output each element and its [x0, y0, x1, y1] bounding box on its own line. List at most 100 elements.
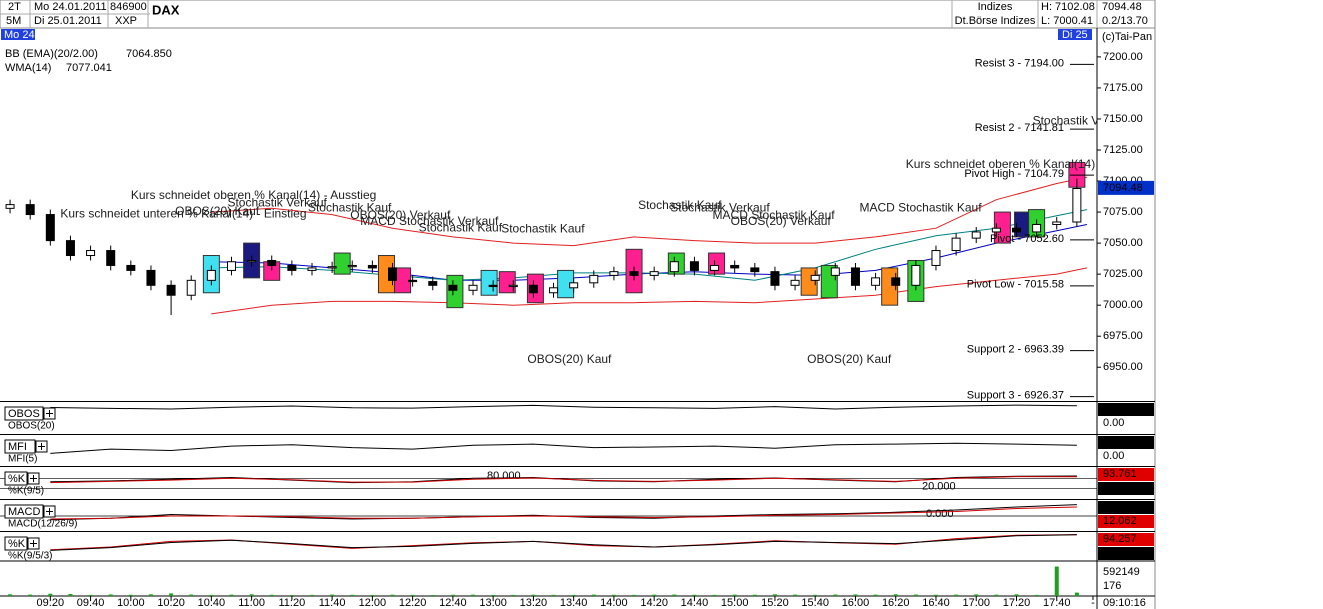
symbol: DAX [152, 2, 180, 17]
level-label: Resist 3 - 7194.00 [975, 57, 1064, 69]
volume-bar [1054, 566, 1059, 596]
candle-body [850, 267, 860, 286]
candle-body [327, 266, 337, 269]
panel-toggle-icon [30, 475, 37, 482]
annotation: Stochastik Verkauf [670, 201, 770, 215]
annotation: MACD Stochastik Kauf [713, 208, 836, 222]
volume-bar [511, 594, 516, 596]
x-tick-label: 17:00 [962, 597, 990, 609]
candle-body [206, 269, 216, 281]
panel-label: %K [8, 538, 26, 550]
signal-box [498, 271, 516, 294]
candle-body [166, 284, 176, 296]
day-label: Di 25 [1062, 29, 1088, 41]
price-tag-label: 7094.48 [1103, 182, 1143, 194]
level-label: Support 2 - 6963.39 [967, 344, 1064, 356]
day-badge [1058, 29, 1092, 40]
legend-value: 7064.850 [126, 48, 172, 60]
annotation: OBOS(20) Kauf [527, 352, 612, 366]
bollinger-band [211, 267, 1088, 315]
value-tag [1098, 450, 1154, 463]
volume-bar [752, 594, 757, 596]
value-tag-label: 94.257 [1103, 533, 1137, 545]
y-tick-label: 7150.00 [1103, 113, 1143, 125]
candle-body [790, 279, 800, 286]
x-tick-label: 14:20 [640, 597, 668, 609]
day-high: H: 7102.08 [1041, 1, 1095, 13]
x-tick-label: 13:00 [479, 597, 507, 609]
panel-label-box [4, 504, 44, 519]
candle-body [991, 227, 1001, 233]
day-badge [1, 29, 35, 40]
value-tag-label: 93.761 [1103, 547, 1137, 559]
x-tick-label: 15:00 [721, 597, 749, 609]
panel-label: MFI [8, 441, 27, 453]
candle-body [589, 274, 599, 284]
y-tick-label: 7000.00 [1103, 299, 1143, 311]
candle-body [267, 259, 277, 266]
x-tick-label: 11:00 [238, 597, 265, 609]
x-tick-label: 09:20 [37, 597, 65, 609]
candle-body [468, 284, 478, 291]
volume-bar [48, 593, 53, 596]
overlay-line [211, 224, 1088, 281]
volume-bar [994, 594, 999, 596]
volume-bar [853, 594, 858, 596]
candle-body [549, 287, 559, 294]
candle-body [1052, 221, 1062, 225]
bollinger-band [211, 176, 1088, 247]
volume-bar [732, 594, 737, 596]
candle-body [408, 279, 418, 283]
x-tick-label: 10:40 [198, 597, 226, 609]
x-tick-label: 13:40 [560, 597, 588, 609]
y-tick-label: 6950.00 [1103, 361, 1143, 373]
volume-bar [591, 594, 596, 596]
market: Dt.Börse Indizes [955, 15, 1036, 27]
candle-body [1011, 227, 1021, 233]
candle-body [508, 284, 518, 288]
candle-body [45, 214, 55, 242]
value-tag [1098, 482, 1154, 495]
panel-sublabel: %K(9/5) [8, 486, 44, 497]
x-tick-label: 16:20 [882, 597, 910, 609]
day-label: Mo 24 [4, 29, 35, 41]
x-tick-label: 12:40 [439, 597, 467, 609]
volume-bar [330, 594, 335, 596]
value-tag-label: 0.00 [1103, 450, 1124, 462]
panel-toggle-icon [46, 508, 53, 515]
candle-body [488, 284, 498, 288]
candle-body [830, 267, 840, 276]
candle-body [569, 282, 579, 289]
candle-body [287, 264, 297, 271]
volume-bar [833, 594, 838, 596]
candle-body [871, 277, 881, 286]
x-tick-label: - [1091, 597, 1095, 609]
copyright: (c)Tai-Pan [1102, 31, 1152, 43]
x-tick-label: 14:40 [681, 597, 709, 609]
candle-body [388, 267, 398, 281]
candle-body [1032, 223, 1042, 233]
date: Mo 24.01.2011 [34, 1, 107, 13]
signal-box [333, 252, 351, 275]
y-tick-label: 7200.00 [1103, 51, 1143, 63]
panel-label: %K [8, 473, 26, 485]
signal-box [446, 274, 464, 309]
value-tag [1098, 501, 1154, 514]
header: 2T Mo 24.01.2011 846900 DAX 5M Di 25.01.… [0, 0, 1156, 43]
y-tick-label: 7050.00 [1103, 237, 1143, 249]
y-tick-label: 7175.00 [1103, 82, 1143, 94]
signal-box [708, 252, 726, 275]
candle-body [5, 204, 15, 209]
y-tick-label: 7075.00 [1103, 206, 1143, 218]
annotation: OBOS(20) Kauf [807, 352, 892, 366]
volume-bar [571, 594, 576, 596]
period: 2T [8, 1, 21, 13]
panel-label-box [4, 406, 44, 421]
signal-box [881, 267, 899, 306]
value-tag-label: 0.00 [1103, 417, 1124, 429]
volume-bar [148, 594, 153, 596]
x-tick-label: 11:20 [279, 597, 306, 609]
signal-box [480, 269, 498, 296]
volume-bar [209, 594, 214, 596]
